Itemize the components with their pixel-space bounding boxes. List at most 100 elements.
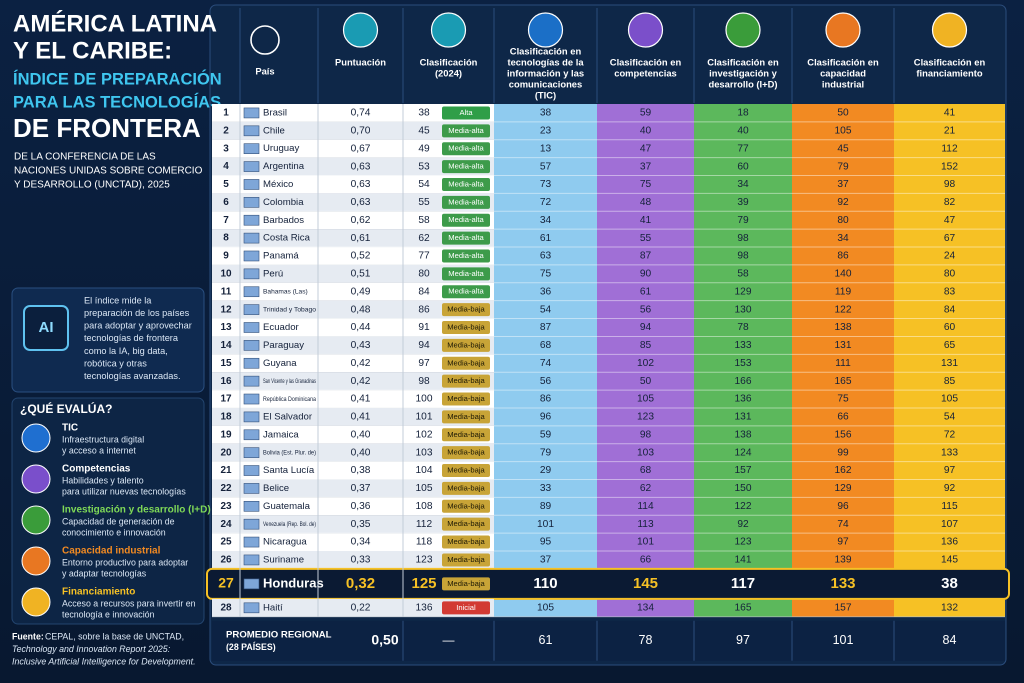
rank-ind: 140 bbox=[835, 269, 852, 280]
rank-id: 98 bbox=[737, 251, 749, 262]
level: Media-alta bbox=[448, 287, 484, 296]
rank-comp: 61 bbox=[640, 286, 652, 297]
flag bbox=[243, 602, 260, 614]
level: Media-baja bbox=[447, 412, 485, 421]
score: 0,63 bbox=[351, 161, 371, 172]
column-header: País bbox=[255, 65, 274, 76]
row-background bbox=[212, 354, 494, 373]
rank: 2 bbox=[223, 125, 229, 136]
flag bbox=[243, 179, 260, 190]
rank-2024: 123 bbox=[416, 555, 433, 566]
rank-fin: 152 bbox=[941, 161, 958, 172]
column-header: Puntuación bbox=[335, 56, 386, 67]
level: Media-baja bbox=[447, 579, 485, 588]
country: Jamaica bbox=[263, 429, 299, 440]
rank-id: 98 bbox=[737, 233, 749, 244]
row-background bbox=[212, 533, 494, 551]
country: Perú bbox=[263, 268, 283, 279]
flag bbox=[243, 268, 260, 280]
evaluate-name: TIC bbox=[62, 423, 78, 434]
country: Brasil bbox=[263, 107, 287, 118]
rank-2024: 91 bbox=[418, 322, 430, 333]
rank-ind: 133 bbox=[830, 575, 855, 592]
rank-ind: 157 bbox=[835, 603, 852, 614]
evaluate-desc: y adaptar tecnologías bbox=[62, 568, 147, 578]
rank-ind: 66 bbox=[837, 412, 849, 423]
country: Guyana bbox=[263, 358, 297, 369]
row-background bbox=[212, 157, 494, 176]
info-line: robótica y otras bbox=[84, 358, 147, 368]
country: San Vicente y las Granadinas bbox=[263, 378, 316, 385]
level: Media-alta bbox=[448, 197, 484, 206]
average-tic: 61 bbox=[539, 633, 553, 647]
rank-fin: 80 bbox=[944, 269, 956, 280]
rank-tic: 13 bbox=[540, 143, 552, 154]
row-background bbox=[212, 497, 494, 516]
flag bbox=[243, 250, 260, 262]
rank-2024: 55 bbox=[418, 197, 430, 208]
flag bbox=[243, 578, 260, 590]
rank-2024: 58 bbox=[418, 215, 430, 226]
level-badge bbox=[442, 481, 490, 495]
column-header: Clasificación en bbox=[807, 56, 879, 67]
country: Belice bbox=[263, 483, 289, 494]
rank-2024: 53 bbox=[418, 161, 430, 172]
column-header: (2024) bbox=[435, 67, 462, 78]
info-line: tecnologías avanzadas. bbox=[84, 371, 181, 381]
level: Media-alta bbox=[448, 233, 484, 242]
evaluates-box bbox=[11, 397, 205, 625]
score: 0,49 bbox=[351, 286, 371, 297]
country: Paraguay bbox=[263, 340, 304, 351]
rank-ind: 97 bbox=[837, 537, 849, 548]
rank-comp: 59 bbox=[640, 108, 652, 119]
level: Media-baja bbox=[447, 358, 485, 367]
rank-fin: 83 bbox=[944, 286, 956, 297]
flag bbox=[243, 197, 260, 208]
rank-fin: 21 bbox=[944, 126, 956, 137]
rank-2024: 102 bbox=[416, 429, 433, 440]
evaluate-desc: para utilizar nuevas tecnologías bbox=[62, 486, 186, 496]
rank: 17 bbox=[220, 394, 232, 405]
level-badge bbox=[442, 213, 490, 227]
evaluate-desc: Entorno productivo para adoptar bbox=[62, 557, 188, 567]
rank-2024: 100 bbox=[416, 394, 433, 405]
rank-tic: 57 bbox=[540, 161, 552, 172]
rank: 6 bbox=[223, 197, 229, 208]
level-badge bbox=[442, 553, 490, 567]
country: Santa Lucía bbox=[263, 465, 315, 476]
rank: 28 bbox=[220, 602, 232, 613]
rank-comp: 105 bbox=[637, 394, 654, 405]
rank: 8 bbox=[223, 233, 229, 244]
rank-ind: 50 bbox=[837, 108, 849, 119]
country: Haití bbox=[263, 602, 283, 613]
rank-tic: 105 bbox=[537, 603, 554, 614]
flag bbox=[243, 286, 260, 298]
rank-fin: 131 bbox=[941, 358, 958, 369]
level: Media-alta bbox=[448, 162, 484, 171]
rank-ind: 139 bbox=[835, 555, 852, 566]
rank-tic: 101 bbox=[537, 519, 554, 530]
rank-fin: 54 bbox=[944, 412, 956, 423]
evaluate-name: Financiamiento bbox=[62, 587, 135, 598]
level: Media-baja bbox=[447, 555, 485, 564]
level: Media-alta bbox=[448, 144, 484, 153]
level-badge bbox=[442, 535, 490, 549]
level-badge bbox=[442, 285, 490, 299]
score: 0,40 bbox=[351, 429, 371, 440]
rank-id: 131 bbox=[735, 412, 752, 423]
rank-tic: 79 bbox=[540, 447, 552, 458]
rank-id: 34 bbox=[737, 179, 749, 190]
flag bbox=[243, 429, 260, 441]
highlight-row bbox=[206, 567, 1010, 600]
average-comp: 78 bbox=[639, 633, 653, 647]
level: Media-alta bbox=[448, 126, 484, 135]
level: Media-baja bbox=[447, 448, 485, 457]
country: República Dominicana bbox=[263, 396, 316, 403]
rank-fin: 132 bbox=[941, 603, 958, 614]
rank-fin: 24 bbox=[944, 251, 956, 262]
rank-tic: 110 bbox=[533, 575, 557, 592]
evaluates-title: ¿QUÉ EVALÚA? bbox=[20, 401, 112, 416]
rank-fin: 133 bbox=[941, 447, 958, 458]
rank-fin: 85 bbox=[944, 376, 956, 387]
info-line: preparación de los países bbox=[84, 308, 190, 318]
